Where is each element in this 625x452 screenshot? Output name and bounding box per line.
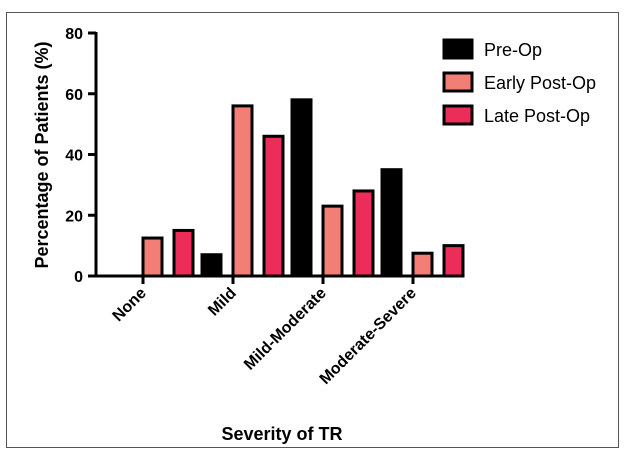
legend-swatch-pre-op: [442, 38, 474, 60]
bar-early-post-op-none: [141, 236, 164, 278]
bar-late-post-op-moderate-severe: [442, 244, 465, 278]
legend-label-early-post-op: Early Post-Op: [484, 73, 596, 93]
legend-swatch-early-post-op: [442, 71, 474, 93]
bar-pre-op-moderate-severe: [380, 168, 403, 278]
bar-pre-op-mild: [200, 253, 223, 278]
legend: Pre-Op Early Post-Op Late Post-Op: [442, 38, 596, 126]
x-tick-label: Mild: [205, 285, 240, 320]
chart-frame: [6, 12, 619, 448]
bar-early-post-op-mild-moderate: [321, 204, 344, 278]
bar-late-post-op-mild: [262, 134, 285, 278]
y-tick-label: 20: [65, 208, 83, 225]
x-axis-title: Severity of TR: [221, 424, 342, 444]
x-tick-label: Mild-Moderate: [241, 285, 330, 374]
y-tick-label: 40: [65, 148, 83, 165]
y-tick-label: 80: [65, 26, 83, 43]
legend-swatch-late-post-op: [442, 104, 474, 126]
bar-late-post-op-mild-moderate: [352, 189, 375, 278]
legend-label-late-post-op: Late Post-Op: [484, 106, 590, 126]
y-tick-label: 60: [65, 87, 83, 104]
bar-early-post-op-mild: [231, 104, 254, 278]
x-tick-label: None: [110, 285, 150, 325]
y-tick-label: 0: [74, 269, 83, 286]
y-axis-title: Percentage of Patients (%): [32, 41, 52, 268]
x-tick-label: Moderate-Severe: [317, 285, 420, 388]
bars-layer: [141, 98, 465, 278]
bar-late-post-op-none: [172, 228, 195, 278]
bar-early-post-op-moderate-severe: [411, 251, 434, 278]
legend-label-pre-op: Pre-Op: [484, 40, 542, 60]
bar-pre-op-mild-moderate: [290, 98, 313, 278]
